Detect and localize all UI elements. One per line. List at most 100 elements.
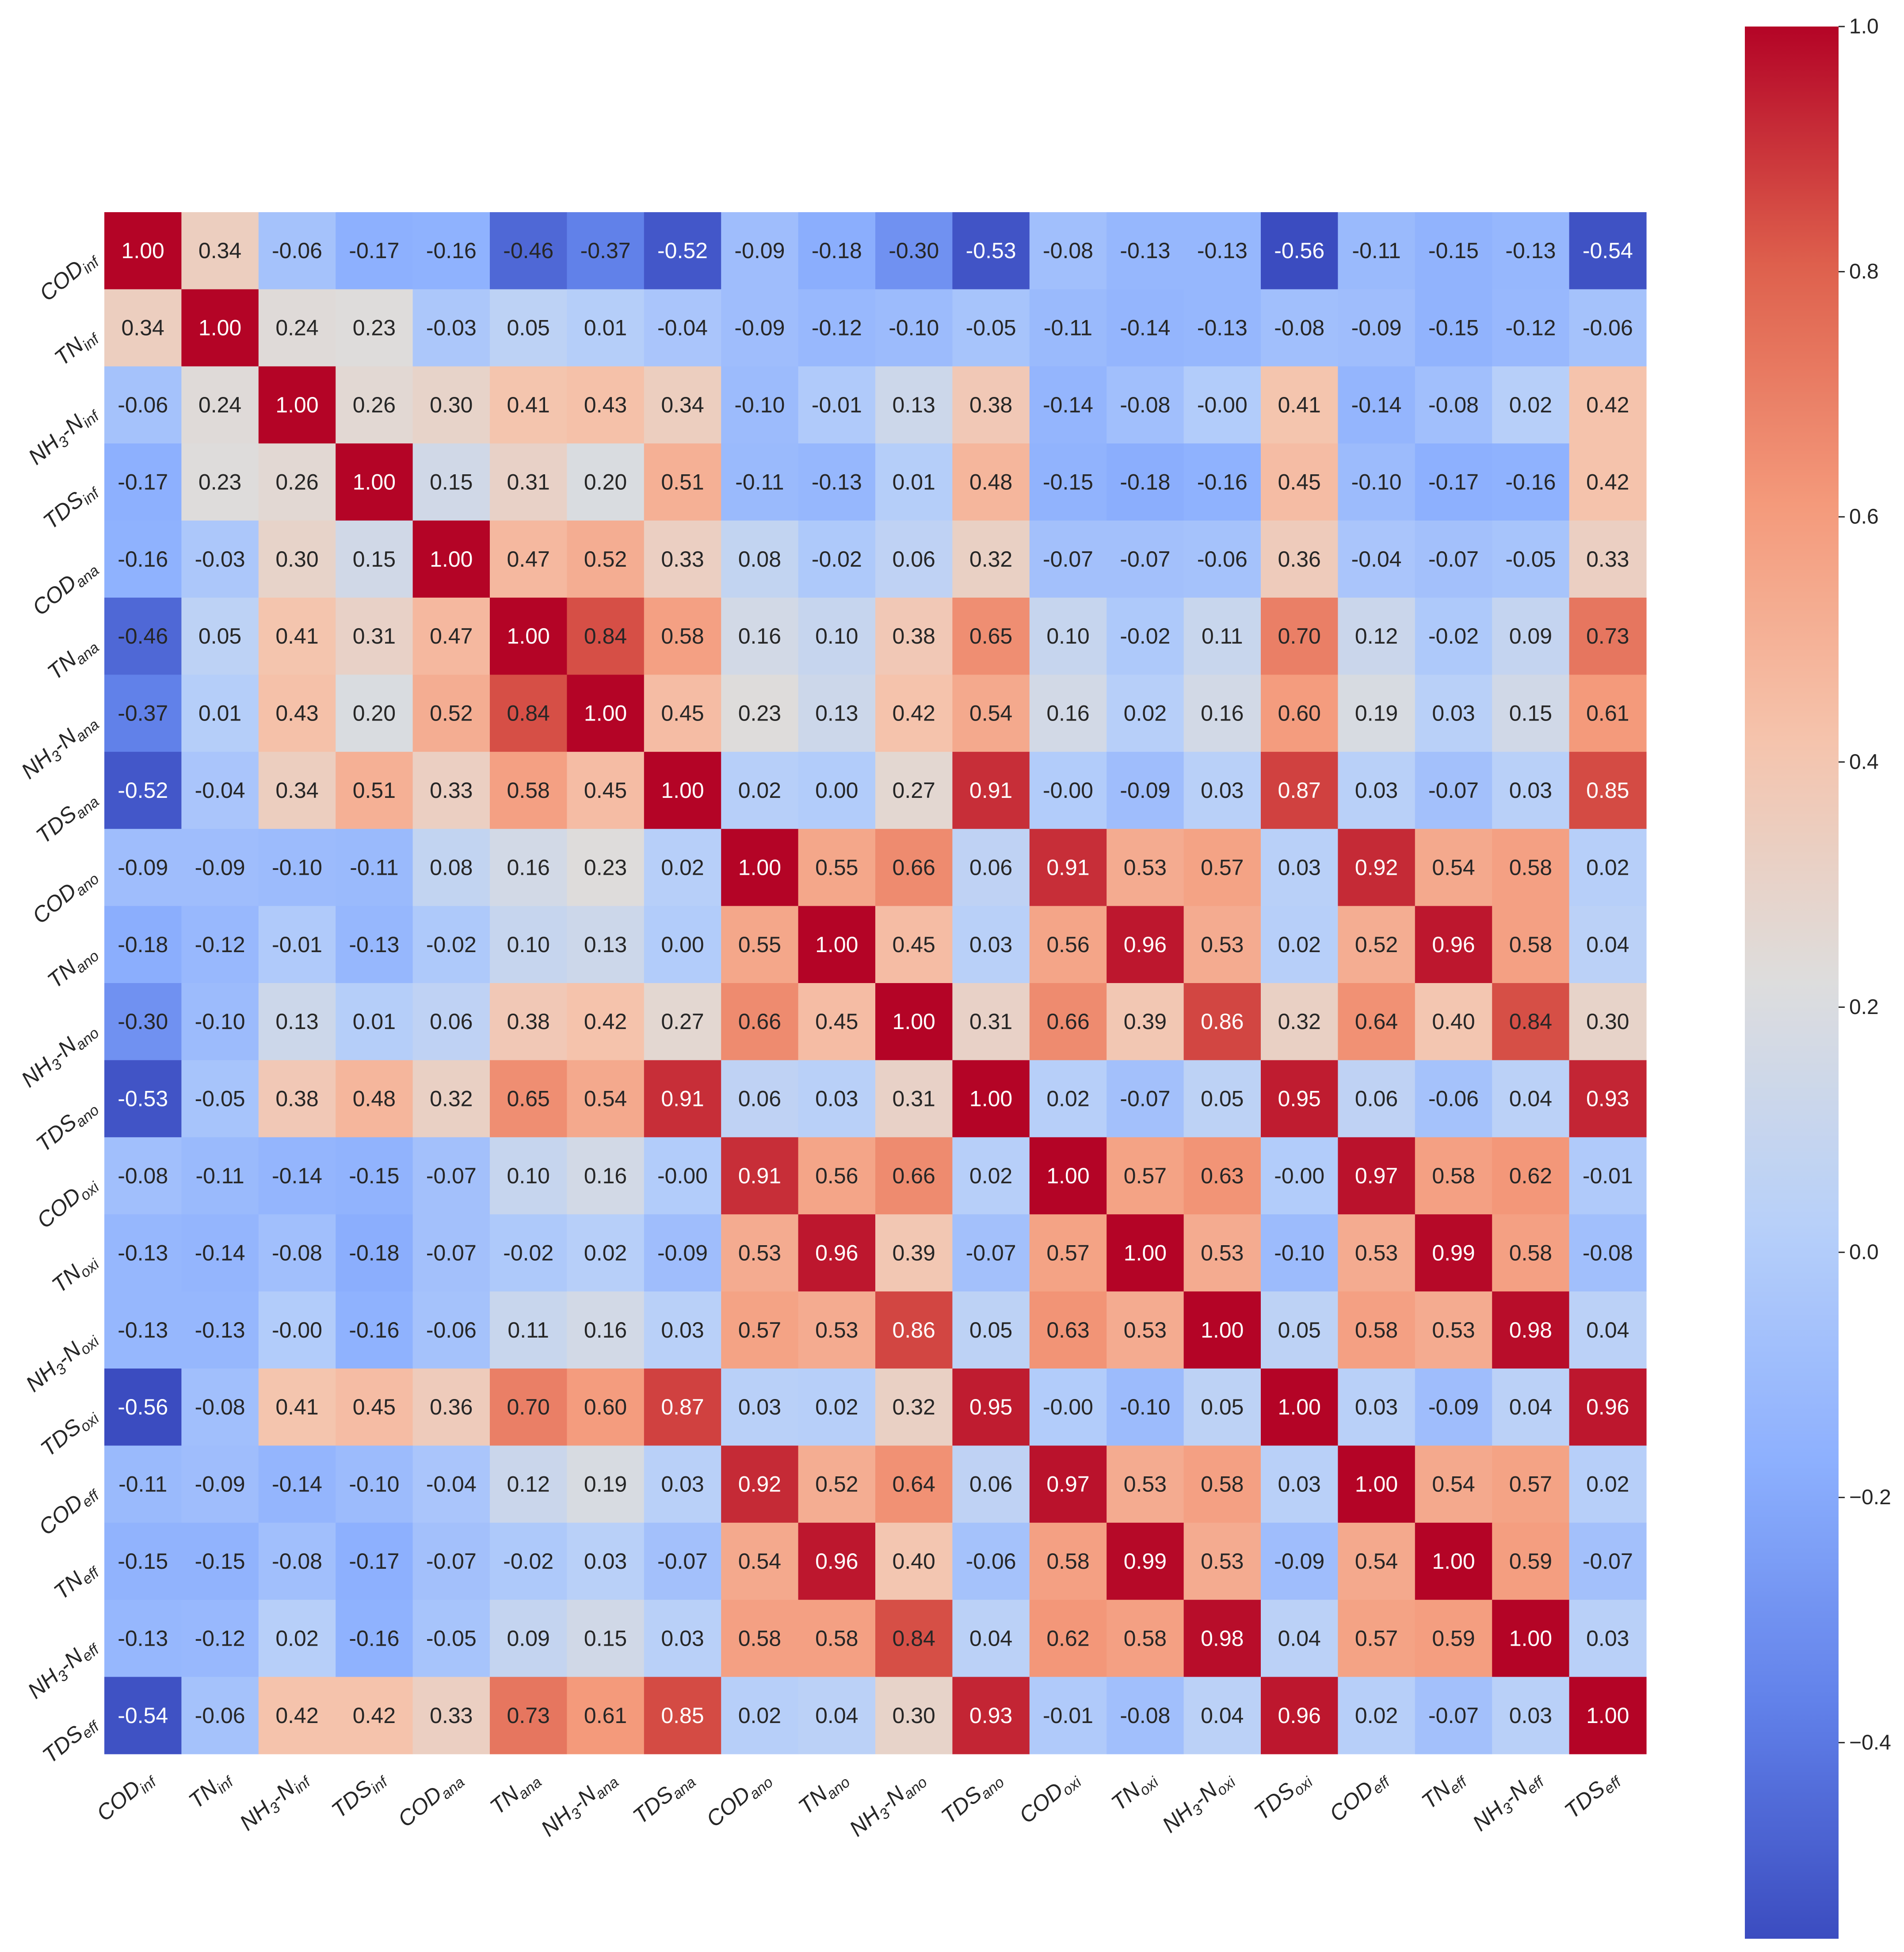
heatmap-cell <box>1569 366 1647 444</box>
heatmap-cell-label: -0.15 <box>1043 469 1093 494</box>
heatmap-cell-label: -0.13 <box>1505 238 1556 263</box>
heatmap-cell <box>1029 1677 1107 1754</box>
heatmap-cell <box>721 1522 799 1600</box>
heatmap-cell-label: -0.46 <box>118 624 168 648</box>
heatmap-cell-label: -0.00 <box>1197 393 1248 417</box>
heatmap-cell-label: 0.53 <box>1124 1472 1167 1497</box>
heatmap-cell <box>1107 829 1184 907</box>
heatmap-cell-label: 0.96 <box>815 1240 858 1265</box>
heatmap-cell-label: 0.96 <box>1124 932 1167 957</box>
heatmap-cell-label: 1.00 <box>275 393 318 417</box>
x-tick-label: NH3-Neff <box>1468 1764 1548 1838</box>
heatmap-cell <box>1569 1522 1647 1600</box>
heatmap-cell-label: 0.13 <box>893 393 935 417</box>
heatmap-cell <box>567 289 645 367</box>
heatmap-cell-label: 1.00 <box>1124 1240 1167 1265</box>
heatmap-cell-label: 0.02 <box>969 1163 1012 1188</box>
heatmap-cell-label: -0.05 <box>426 1626 477 1651</box>
heatmap-cell-label: 0.04 <box>1278 1626 1321 1651</box>
heatmap-cell <box>875 829 953 907</box>
heatmap-cell <box>181 906 259 984</box>
heatmap-cell <box>798 829 876 907</box>
y-tick-label: TDSinf <box>38 476 103 537</box>
heatmap-cell <box>104 1677 182 1754</box>
heatmap-cell <box>1107 906 1184 984</box>
heatmap-cell <box>875 751 953 829</box>
heatmap-cell <box>721 212 799 290</box>
heatmap-cell <box>1338 751 1416 829</box>
heatmap-cell <box>1183 1214 1261 1292</box>
heatmap-cell <box>1029 1214 1107 1292</box>
heatmap-cell-label: 0.09 <box>1509 624 1552 648</box>
heatmap-cell <box>1029 366 1107 444</box>
heatmap-cell-label: 0.58 <box>1201 1472 1244 1497</box>
heatmap-cell-label: 0.13 <box>815 701 858 726</box>
heatmap-cell-label: 0.65 <box>969 624 1012 648</box>
heatmap-cell-label: 0.95 <box>969 1395 1012 1419</box>
heatmap-cell <box>1107 751 1184 829</box>
heatmap-cell <box>1107 289 1184 367</box>
heatmap-cell <box>490 1137 567 1215</box>
heatmap-cell-label: 0.40 <box>893 1549 935 1574</box>
heatmap-cell-label: -0.30 <box>889 238 939 263</box>
heatmap-cell-label: 0.54 <box>1355 1549 1398 1574</box>
heatmap-cell-label: -0.08 <box>272 1549 322 1574</box>
heatmap-cell <box>798 598 876 675</box>
heatmap-cell <box>104 983 182 1060</box>
heatmap-cell <box>336 983 413 1060</box>
heatmap-cell-label: 1.00 <box>1355 1472 1398 1497</box>
heatmap-cell <box>336 1369 413 1446</box>
heatmap-cell <box>181 598 259 675</box>
heatmap-cell <box>1569 520 1647 598</box>
heatmap-cell-label: 0.05 <box>969 1318 1012 1342</box>
heatmap-cell <box>1415 366 1492 444</box>
heatmap-cell <box>721 520 799 598</box>
heatmap-cell-label: -0.08 <box>118 1163 168 1188</box>
heatmap-cell <box>1261 983 1338 1060</box>
heatmap-cell-label: 1.00 <box>969 1087 1012 1111</box>
heatmap-cell-label: 0.30 <box>275 547 318 572</box>
heatmap-cell-label: -0.03 <box>195 547 245 572</box>
heatmap-cell-label: -0.54 <box>1583 238 1633 263</box>
heatmap-cell-label: 0.01 <box>198 701 241 726</box>
heatmap-cell-label: 0.19 <box>1355 701 1398 726</box>
heatmap-cell-label: -0.08 <box>1583 1240 1633 1265</box>
heatmap-cell-label: 0.36 <box>430 1395 473 1419</box>
heatmap-cell-label: -0.52 <box>118 778 168 803</box>
heatmap-cell <box>644 906 721 984</box>
heatmap-cell-label: 0.04 <box>815 1703 858 1728</box>
heatmap-cell <box>1029 751 1107 829</box>
heatmap-cell-label: -0.00 <box>1043 1395 1093 1419</box>
heatmap-cell-label: 0.03 <box>738 1395 781 1419</box>
heatmap-cell <box>798 1137 876 1215</box>
heatmap-cell <box>1415 829 1492 907</box>
heatmap-cell-label: 0.63 <box>1201 1163 1244 1188</box>
y-tick-label: TNano <box>43 939 103 995</box>
heatmap-cell-label: -0.13 <box>349 932 399 957</box>
heatmap-cell <box>490 675 567 752</box>
heatmap-cell <box>644 520 721 598</box>
heatmap-cell <box>1029 1291 1107 1369</box>
heatmap-cell-label: 0.91 <box>1046 855 1089 880</box>
heatmap-cell <box>181 366 259 444</box>
colorbar-tick-label: 0.4 <box>1849 750 1879 774</box>
colorbar-tick-label: 0.2 <box>1849 995 1879 1019</box>
heatmap-cell <box>1183 751 1261 829</box>
heatmap-cell-label: -0.05 <box>966 316 1016 340</box>
heatmap-cell <box>490 1291 567 1369</box>
heatmap-cell-label: -0.11 <box>1352 238 1400 263</box>
heatmap-cell <box>1492 906 1570 984</box>
heatmap-cell <box>1029 1445 1107 1523</box>
heatmap-cell <box>1261 1214 1338 1292</box>
x-tick-label: CODinf <box>92 1764 161 1828</box>
heatmap-cell <box>1569 1445 1647 1523</box>
heatmap-cell-label: 0.86 <box>1201 1009 1244 1034</box>
heatmap-cell-label: -0.08 <box>1274 316 1324 340</box>
heatmap-cell-label: 0.04 <box>1509 1395 1552 1419</box>
x-tick-label: TNano <box>794 1765 853 1822</box>
heatmap-cell-label: 0.86 <box>893 1318 935 1342</box>
heatmap-cell <box>336 1060 413 1138</box>
heatmap-cell <box>952 829 1030 907</box>
heatmap-cell <box>567 1445 645 1523</box>
heatmap-cell <box>1415 598 1492 675</box>
